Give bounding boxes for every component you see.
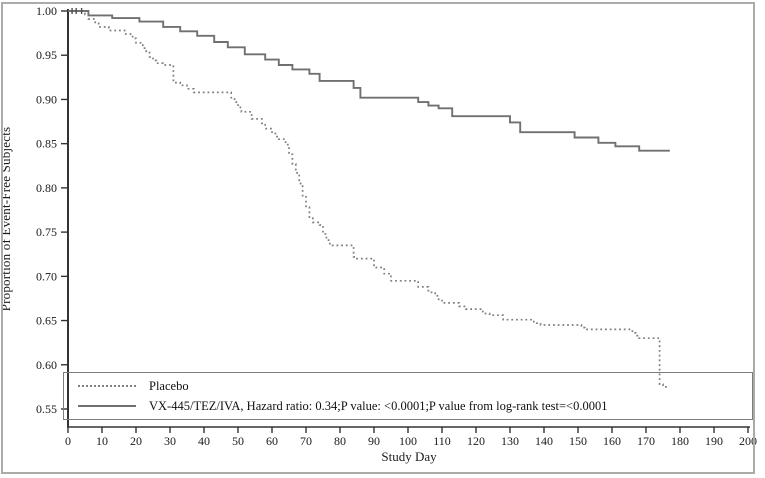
y-tick-label: 0.55 [36,402,57,416]
x-tick-label: 150 [569,434,587,448]
x-tick-label: 0 [65,434,71,448]
x-tick-label: 140 [535,434,553,448]
x-tick-label: 170 [637,434,655,448]
x-tick-label: 70 [300,434,312,448]
legend-item-placebo: Placebo [78,378,752,395]
x-tick-label: 20 [130,434,142,448]
x-tick-label: 190 [705,434,723,448]
x-axis-title: Study Day [381,449,437,464]
y-axis-title: Proportion of Event-Free Subjects [0,126,13,312]
x-tick-label: 200 [739,434,757,448]
x-tick-label: 50 [232,434,244,448]
legend-label-treatment: VX-445/TEZ/IVA, Hazard ratio: 0.34;P val… [149,398,608,413]
x-tick-label: 30 [164,434,176,448]
x-tick-label: 120 [467,434,485,448]
placebo-line-swatch [78,385,136,387]
y-tick-label: 0.75 [36,225,57,239]
y-tick-label: 0.60 [36,358,57,372]
x-tick-label: 160 [603,434,621,448]
x-tick-label: 130 [501,434,519,448]
treatment-line-swatch [78,405,136,407]
x-tick-label: 40 [198,434,210,448]
treatment-curve [68,10,670,152]
x-tick-label: 80 [334,434,346,448]
x-tick-label: 10 [96,434,108,448]
y-tick-label: 0.85 [36,137,57,151]
x-tick-label: 60 [266,434,278,448]
y-tick-label: 0.80 [36,181,57,195]
y-tick-label: 0.70 [36,269,57,283]
x-tick-label: 100 [399,434,417,448]
legend-item-treatment: VX-445/TEZ/IVA, Hazard ratio: 0.34;P val… [78,398,752,415]
legend-label-placebo: Placebo [149,378,189,393]
placebo-curve [68,10,670,388]
x-tick-label: 90 [368,434,380,448]
y-tick-label: 1.00 [36,4,57,18]
x-tick-label: 180 [671,434,689,448]
legend-box: Placebo VX-445/TEZ/IVA, Hazard ratio: 0.… [63,372,753,420]
x-tick-label: 110 [433,434,451,448]
y-tick-label: 0.90 [36,92,57,106]
y-tick-label: 0.95 [36,48,57,62]
y-tick-label: 0.65 [36,314,57,328]
